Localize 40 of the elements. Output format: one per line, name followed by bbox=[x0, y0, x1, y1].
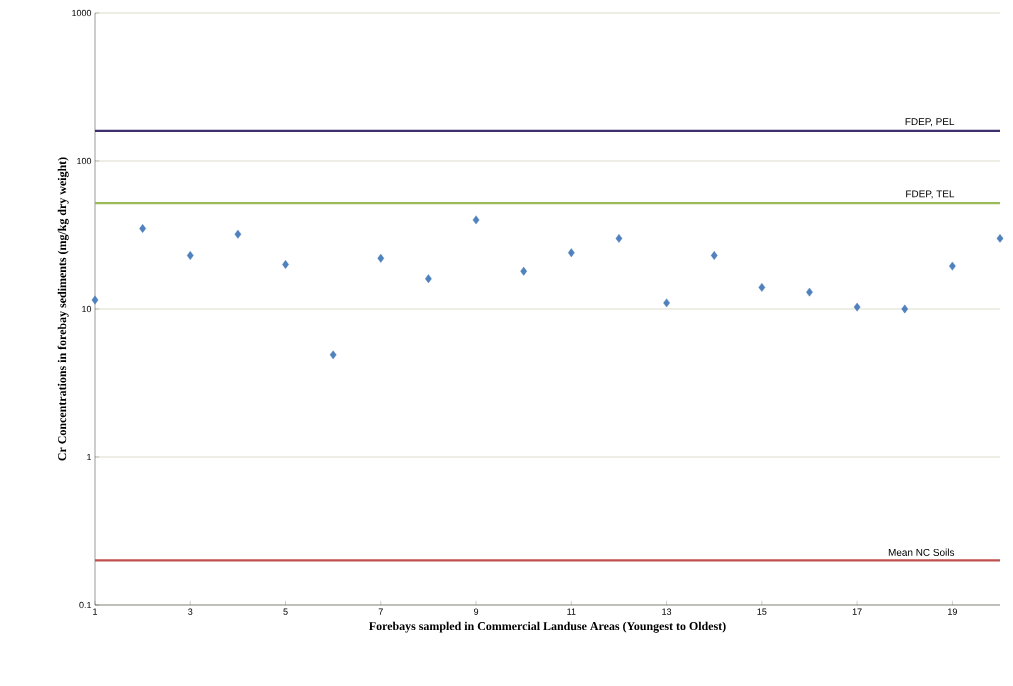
x-tick-label: 15 bbox=[757, 608, 767, 615]
y-tick-label: 100 bbox=[77, 157, 92, 165]
x-tick-label: 1 bbox=[93, 608, 98, 615]
point bbox=[710, 251, 718, 260]
point bbox=[567, 248, 575, 258]
y-axis-title: Cr Concentrations in forebay sediments (mg/kg dry weight) bbox=[57, 157, 69, 461]
point bbox=[806, 287, 813, 297]
x-tick-label: 3 bbox=[188, 608, 193, 615]
x-tick-label: 19 bbox=[948, 608, 957, 615]
point bbox=[329, 350, 337, 360]
ref-line-label: Mean NC Soils bbox=[888, 548, 955, 556]
x-tick-label: 5 bbox=[283, 608, 288, 615]
point bbox=[234, 229, 242, 239]
point bbox=[853, 302, 861, 312]
point bbox=[472, 215, 480, 225]
ref-line-label: FDEP, PEL bbox=[905, 118, 955, 127]
y-tick-label: 1 bbox=[87, 453, 92, 461]
y-tick-label: 0.1 bbox=[79, 601, 92, 609]
point bbox=[282, 260, 289, 269]
point bbox=[139, 224, 146, 233]
point bbox=[949, 261, 956, 271]
point bbox=[663, 298, 670, 308]
point bbox=[996, 233, 1004, 243]
point bbox=[91, 295, 99, 305]
point bbox=[425, 274, 432, 284]
y-tick-label: 1000 bbox=[72, 9, 92, 17]
x-tick-label: 7 bbox=[378, 608, 383, 615]
ref-line-label: FDEP, TEL bbox=[906, 190, 955, 199]
point bbox=[758, 282, 766, 292]
x-tick-label: 11 bbox=[567, 608, 576, 615]
point bbox=[901, 304, 909, 314]
point bbox=[186, 251, 194, 260]
point bbox=[377, 253, 385, 263]
x-tick-label: 17 bbox=[852, 608, 862, 615]
x-axis-title: Forebays sampled in Commercial Landuse Areas (Youngest to Oldest) bbox=[369, 621, 726, 633]
x-tick-label: 9 bbox=[473, 608, 479, 615]
y-tick-label: 10 bbox=[82, 305, 92, 313]
x-tick-label: 13 bbox=[662, 608, 672, 615]
point bbox=[520, 266, 528, 276]
point bbox=[615, 233, 623, 243]
